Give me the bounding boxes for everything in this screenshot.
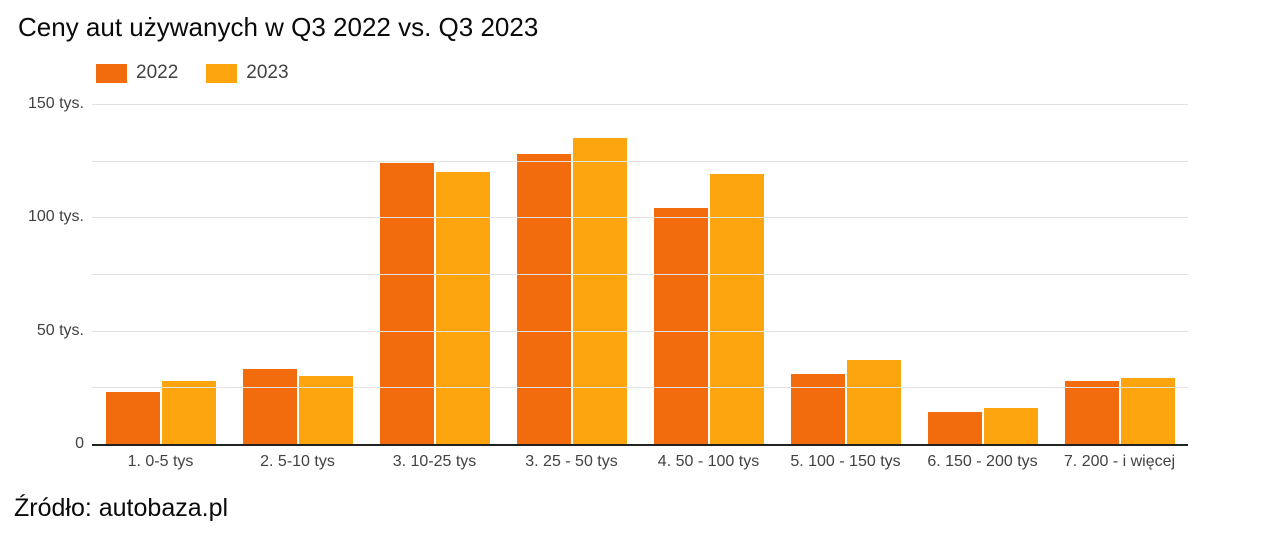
bar-group <box>777 104 914 444</box>
legend: 2022 2023 <box>96 62 289 84</box>
bar-2023 <box>161 380 216 444</box>
bar-2023 <box>435 172 490 444</box>
bar-2022 <box>927 412 982 444</box>
bar-2022 <box>242 369 297 444</box>
x-axis-label: 2. 5-10 tys <box>260 453 335 470</box>
gridline <box>92 274 1188 275</box>
gridline <box>92 217 1188 219</box>
y-axis-label: 50 tys. <box>36 321 84 339</box>
gridline <box>92 160 1188 162</box>
bar-2022 <box>105 391 160 444</box>
bar-group <box>503 104 640 444</box>
source-caption: Źródło: autobaza.pl <box>14 494 229 522</box>
y-axis-label: 150 tys. <box>27 95 84 112</box>
gridline <box>92 330 1188 332</box>
y-axis-labels: 0 50 tys. 100 tys. 150 tys. <box>0 95 84 452</box>
bar-group <box>640 104 777 444</box>
bar-groups <box>92 104 1188 444</box>
bar-group <box>92 104 229 444</box>
bar-group <box>914 104 1051 444</box>
bar-2023 <box>1120 378 1175 444</box>
x-axis-labels: 1. 0-5 tys 2. 5-10 tys 3. 10-25 tys 3. 25 -… <box>92 453 1188 471</box>
legend-swatch <box>96 63 127 83</box>
bar-2023 <box>846 360 901 444</box>
x-axis-label: 7. 200 - i więcej <box>1063 453 1176 470</box>
legend-swatch <box>206 63 238 83</box>
bar-group <box>1051 104 1188 444</box>
legend-label: 2022 <box>136 62 179 83</box>
bar-group <box>229 104 366 444</box>
bar-2023 <box>572 138 627 444</box>
bar-2023 <box>709 174 764 444</box>
chart-title: Ceny aut używanych w Q3 2022 vs. Q3 2023 <box>18 12 539 42</box>
bar-2022 <box>516 153 571 444</box>
bar-2022 <box>1064 380 1119 444</box>
bar-group <box>366 104 503 444</box>
bar-2023 <box>298 376 353 444</box>
y-axis-label: 0 <box>75 435 84 452</box>
legend-item: 2023 <box>206 62 289 84</box>
x-axis-label: 3. 10-25 tys <box>392 453 477 470</box>
legend-item: 2022 <box>96 62 178 84</box>
legend-label: 2023 <box>246 62 289 83</box>
x-axis-label: 1. 0-5 tys <box>127 453 194 470</box>
x-axis-label: 6. 150 - 200 tys <box>927 453 1038 470</box>
y-axis-label: 100 tys. <box>27 208 84 226</box>
bar-2022 <box>790 373 845 444</box>
bar-2022 <box>653 208 708 444</box>
x-axis-label: 4. 50 - 100 tys <box>657 453 760 470</box>
bar-2022 <box>379 162 434 444</box>
x-axis-label: 5. 100 - 150 tys <box>790 453 901 470</box>
bar-2023 <box>983 407 1038 444</box>
plot-area <box>92 104 1188 446</box>
gridline <box>92 387 1188 389</box>
x-axis-label: 3. 25 - 50 tys <box>525 453 618 470</box>
gridline <box>92 104 1188 105</box>
